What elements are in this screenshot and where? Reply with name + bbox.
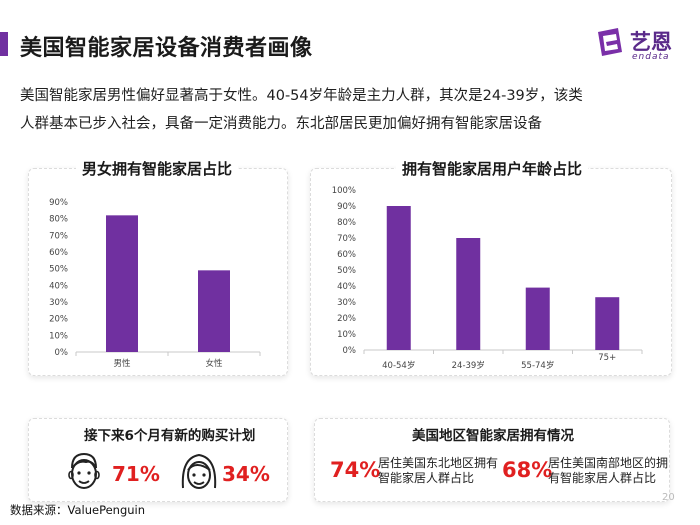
x-tick-label: 55-74岁: [521, 360, 554, 371]
x-tick-label: 75+: [598, 353, 616, 363]
page-title: 美国智能家居设备消费者画像: [20, 36, 313, 61]
south-label-line-1: 居住美国南部地区的拥: [548, 456, 669, 470]
northeast-label-line-2: 智能家居人群占比: [378, 471, 475, 485]
y-tick-label: 100%: [332, 186, 356, 196]
y-tick-label: 20%: [49, 315, 68, 325]
age-bar-chart: 0% 10% 20% 30% 40% 50% 60% 70% 80% 90% 100% 40-54岁 2…: [332, 186, 643, 371]
bar: [386, 206, 411, 350]
y-tick-label: 50%: [49, 265, 68, 275]
male-purchase-stat: 71%: [112, 462, 160, 486]
y-tick-label: 0%: [55, 348, 69, 358]
bar: [106, 215, 138, 352]
data-source: 数据来源：ValuePenguin: [10, 503, 146, 517]
y-tick-label: 50%: [337, 266, 356, 276]
endata-logo: 艺恩 endata: [592, 22, 692, 66]
gender-chart-title: 男女拥有智能家居占比: [76, 158, 239, 179]
y-tick-label: 90%: [337, 202, 356, 212]
south-label-line-2: 有智能家居人群占比: [548, 471, 657, 485]
bar: [595, 297, 620, 350]
northeast-stat: 74%: [330, 458, 381, 482]
bar: [525, 287, 550, 350]
y-tick-label: 90%: [49, 198, 68, 208]
age-chart-title: 拥有智能家居用户年龄占比: [396, 158, 589, 179]
y-tick-label: 10%: [337, 330, 356, 340]
summary-line-2: 人群基本已步入社会，具备一定消费能力。东北部居民更加偏好拥有智能家居设备: [20, 116, 542, 132]
logo-text-en: endata: [632, 52, 670, 62]
female-face-icon: [181, 453, 217, 489]
purchase-plan-title: 接下来6个月有新的购买计划: [78, 424, 262, 444]
logo-text-cn: 艺恩: [630, 30, 672, 54]
bar: [456, 238, 481, 350]
y-tick-label: 80%: [49, 215, 68, 225]
x-tick-label: 男性: [113, 358, 131, 369]
gender-bar-chart: 0% 10% 20% 30% 40% 50% 60% 70% 80% 90% 男性 女性: [49, 198, 261, 369]
y-tick-label: 60%: [49, 248, 68, 258]
northeast-label-line-1: 居住美国东北地区拥有: [378, 456, 499, 470]
male-face-icon: [68, 452, 100, 489]
northeast-label: 居住美国东北地区拥有 智能家居人群占比: [378, 456, 498, 486]
region-panel-title: 美国地区智能家居拥有情况: [406, 424, 580, 444]
south-label: 居住美国南部地区的拥 有智能家居人群占比: [548, 456, 668, 486]
x-tick-label: 女性: [205, 358, 223, 369]
y-tick-label: 20%: [337, 314, 356, 324]
y-tick-label: 30%: [337, 298, 356, 308]
summary-text: 美国智能家居男性偏好显著高于女性。40-54岁年龄是主力人群，其次是24-39岁…: [20, 82, 670, 138]
y-tick-label: 70%: [49, 231, 68, 241]
y-tick-label: 70%: [337, 234, 356, 244]
endata-logo-icon: [598, 28, 622, 56]
south-stat: 68%: [502, 458, 553, 482]
y-tick-label: 0%: [343, 346, 357, 356]
x-tick-label: 40-54岁: [382, 360, 415, 371]
y-tick-label: 10%: [49, 331, 68, 341]
title-accent-bar: [0, 32, 8, 56]
bar: [198, 270, 230, 352]
y-tick-label: 40%: [337, 282, 356, 292]
y-tick-label: 40%: [49, 281, 68, 291]
page-number: 20: [662, 492, 675, 503]
y-tick-label: 60%: [337, 250, 356, 260]
summary-line-1: 美国智能家居男性偏好显著高于女性。40-54岁年龄是主力人群，其次是24-39岁…: [20, 88, 583, 104]
x-tick-label: 24-39岁: [452, 360, 485, 371]
y-tick-label: 30%: [49, 298, 68, 308]
female-purchase-stat: 34%: [222, 462, 270, 486]
y-tick-label: 80%: [337, 218, 356, 228]
gender-chart-panel: [28, 168, 288, 376]
